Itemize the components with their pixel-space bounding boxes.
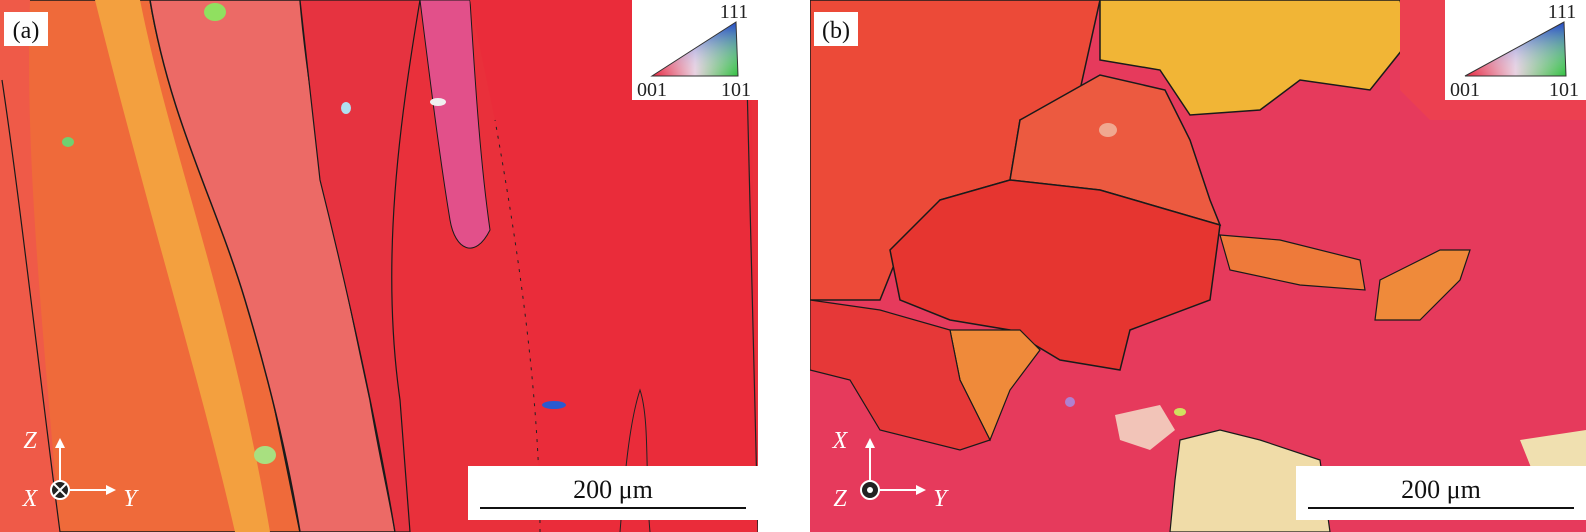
axis-up-label: X <box>832 428 849 454</box>
axis-normal-label: Z <box>833 486 847 512</box>
scale-label: 200 μm <box>573 475 653 504</box>
label-box <box>4 12 48 46</box>
legend-top: 111 <box>720 1 749 23</box>
axis-right-label: Y <box>123 486 139 512</box>
map-a <box>0 0 758 532</box>
axis-normal-label: X <box>22 486 39 512</box>
axis-right-head <box>106 485 116 495</box>
legend-left: 001 <box>1450 79 1480 101</box>
legend-right: 101 <box>721 79 751 101</box>
axis-normal-dot <box>867 487 873 493</box>
axis-up-head <box>55 438 65 448</box>
legend-right: 101 <box>1549 79 1579 101</box>
axis-up-label: Z <box>23 428 37 454</box>
legend-triangle-shade <box>1464 21 1567 77</box>
legend-left: 001 <box>637 79 667 101</box>
label-box <box>814 12 858 46</box>
axis-up-head <box>865 438 875 448</box>
axis-normal-cross <box>53 483 67 497</box>
scale-box <box>468 466 758 520</box>
scale-label: 200 μm <box>1401 475 1481 504</box>
axis-right-head <box>916 485 926 495</box>
panel-overlay: (a) 111 001 101 200 μm Z X Y <box>4 0 758 520</box>
legend-top: 111 <box>1548 1 1577 23</box>
axis-right-label: Y <box>933 486 949 512</box>
panel-label: (b) <box>822 18 850 44</box>
panel-label: (a) <box>13 18 40 44</box>
legend-triangle-shade <box>650 21 739 77</box>
panel-overlay: (b) 111 001 101 200 μm X Z Y <box>814 0 1586 520</box>
scale-box <box>1296 466 1586 520</box>
